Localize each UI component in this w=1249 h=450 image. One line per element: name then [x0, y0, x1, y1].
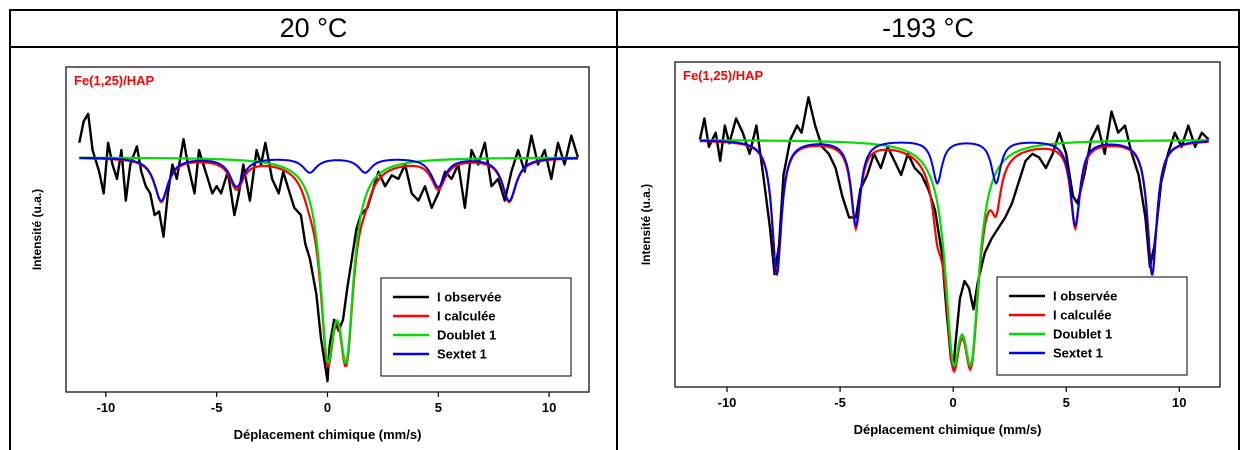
x-tick-label: 5 [1063, 395, 1070, 410]
series-doublet-line [79, 156, 578, 365]
table-border-right [1238, 9, 1240, 450]
legend-entry: Doublet 1 [1053, 327, 1112, 342]
series-doublet-line [699, 139, 1209, 368]
series-sextet-line [699, 139, 1209, 275]
table-border-left [9, 9, 11, 450]
legend-entry: I calculée [1053, 308, 1112, 323]
legend-box [380, 277, 572, 377]
x-tick-label: 10 [1172, 395, 1186, 410]
x-tick-label: 0 [324, 400, 331, 415]
x-tick-label: -10 [718, 395, 737, 410]
x-axis-label: Déplacement chimique (mm/s) [854, 422, 1042, 437]
x-tick-label: 5 [435, 400, 442, 415]
table-border-top [9, 9, 1240, 11]
x-tick-label: -10 [96, 400, 115, 415]
column-header-label: -193 °C [882, 13, 974, 43]
legend-entry: I calculée [437, 309, 496, 324]
sample-label: Fe(1,25)/HAP [683, 68, 764, 83]
x-axis-label: Déplacement chimique (mm/s) [234, 427, 422, 442]
legend-box [996, 276, 1188, 376]
legend-entry: Doublet 1 [437, 328, 496, 343]
x-tick-label: -5 [211, 400, 223, 415]
plot-frame [674, 61, 1221, 388]
legend-entry: I observée [437, 290, 501, 305]
series-sextet-line [79, 156, 578, 203]
comparison-table: 20 °C -193 °C [9, 9, 1240, 450]
y-axis-label: Intensité (u.a.) [30, 189, 44, 270]
x-tick-label: -5 [834, 395, 846, 410]
y-axis-label: Intensité (u.a.) [639, 184, 653, 265]
legend: I observée I calculée Doublet 1 Sextet 1 [996, 276, 1188, 376]
table-divider [616, 9, 618, 450]
series-observed-line [78, 112, 580, 383]
x-tick-label: 10 [542, 400, 556, 415]
sample-label: Fe(1,25)/HAP [74, 73, 155, 88]
column-header-minus193c: -193 °C [618, 11, 1238, 48]
mossbauer-spectrum-minus193c: Fe(1,25)/HAP -10 -5 0 5 10 Déplacement chimiqu… [639, 61, 1221, 437]
mossbauer-spectrum-20c: Fe(1,25)/HAP -10 -5 0 5 10 Déplacement chimiqu… [30, 66, 590, 442]
column-header-20c: 20 °C [11, 11, 616, 48]
legend-entry: Sextet 1 [437, 347, 487, 362]
x-tick-label: 0 [950, 395, 957, 410]
legend: I observée I calculée Doublet 1 Sextet 1 [380, 277, 572, 377]
column-header-label: 20 °C [279, 13, 348, 43]
legend-entry: Sextet 1 [1053, 346, 1103, 361]
legend-entry: I observée [1053, 289, 1117, 304]
